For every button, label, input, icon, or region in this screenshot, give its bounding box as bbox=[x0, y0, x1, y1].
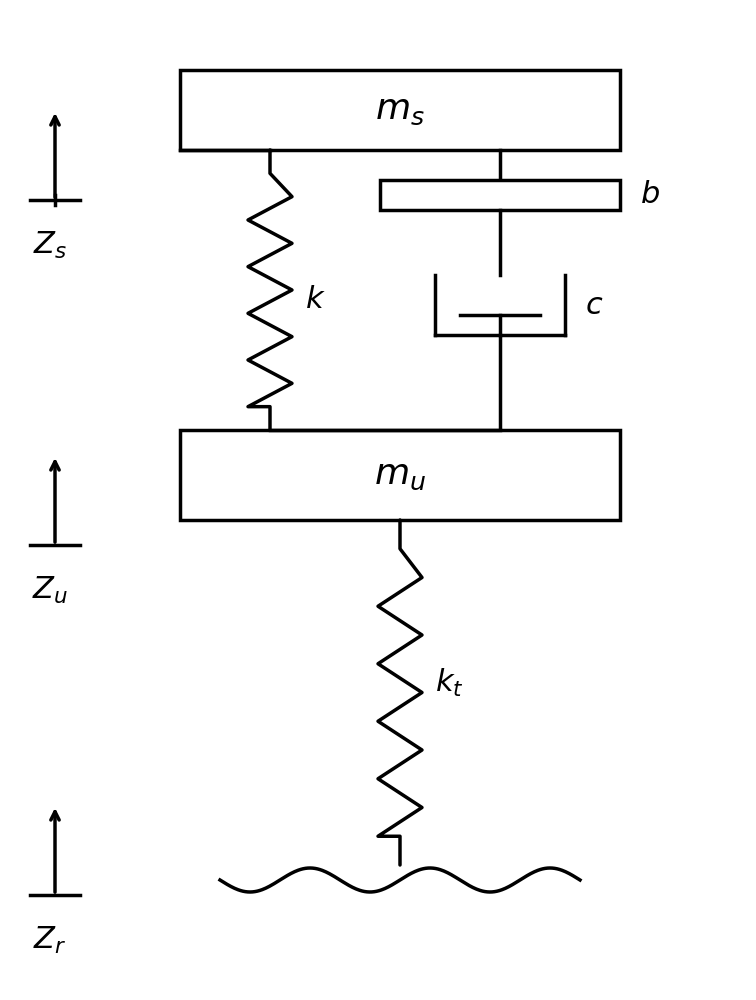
Bar bbox=[180, 70, 620, 150]
Text: $\mathbf{\mathit{Z_s}}$: $\mathbf{\mathit{Z_s}}$ bbox=[33, 229, 67, 261]
Text: $\mathbf{\mathit{Z_r}}$: $\mathbf{\mathit{Z_r}}$ bbox=[33, 924, 67, 956]
Text: $\mathbf{\mathit{k}}$: $\mathbf{\mathit{k}}$ bbox=[305, 286, 326, 314]
Text: $\mathbf{\mathit{m_u}}$: $\mathbf{\mathit{m_u}}$ bbox=[374, 458, 426, 492]
Text: $\mathbf{\mathit{b}}$: $\mathbf{\mathit{b}}$ bbox=[640, 180, 660, 209]
Text: $\mathbf{\mathit{m_s}}$: $\mathbf{\mathit{m_s}}$ bbox=[375, 93, 425, 127]
Text: $\mathbf{\mathit{Z_u}}$: $\mathbf{\mathit{Z_u}}$ bbox=[32, 574, 68, 606]
Text: $\mathbf{\mathit{c}}$: $\mathbf{\mathit{c}}$ bbox=[585, 290, 603, 320]
Text: $\mathbf{\mathit{k_t}}$: $\mathbf{\mathit{k_t}}$ bbox=[435, 666, 463, 699]
Bar bbox=[380, 180, 620, 210]
Bar bbox=[180, 430, 620, 520]
